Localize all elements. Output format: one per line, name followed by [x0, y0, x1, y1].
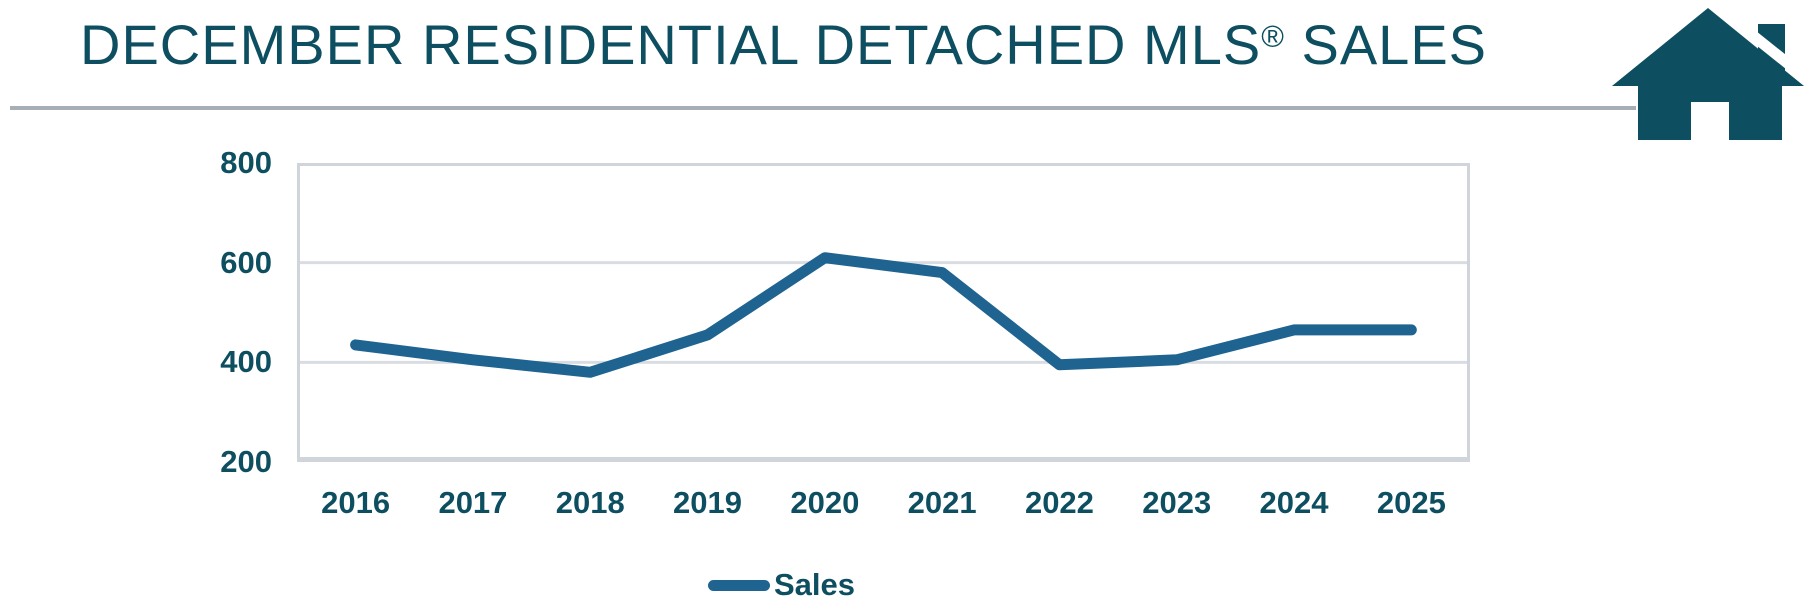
house-roof	[1612, 8, 1804, 86]
x-tick-label: 2022	[1024, 485, 1094, 520]
x-tick-label: 2023	[1142, 485, 1212, 520]
house-roof-gap	[1712, 8, 1808, 83]
legend-label: Sales	[774, 567, 856, 602]
house-door	[1691, 102, 1729, 140]
x-tick-label: 2024	[1259, 485, 1329, 520]
chart-title-text: DECEMBER RESIDENTIAL DETACHED MLS	[80, 13, 1262, 76]
x-tick-label: 2020	[790, 485, 860, 520]
y-tick-label: 600	[220, 244, 272, 280]
chart-title-suffix: SALES	[1284, 13, 1488, 76]
x-tick-label: 2019	[673, 485, 743, 520]
x-tick-label: 2018	[555, 485, 625, 520]
house-icon	[1612, 8, 1808, 140]
y-tick-label: 400	[220, 344, 272, 380]
title-divider	[10, 106, 1636, 110]
x-tick-label: 2016	[321, 485, 391, 520]
x-tick-label: 2021	[907, 485, 977, 520]
x-tick-label: 2017	[438, 485, 508, 520]
legend: Sales	[708, 566, 855, 604]
y-tick-label: 800	[220, 145, 272, 180]
chart-title: DECEMBER RESIDENTIAL DETACHED MLS® SALES	[80, 12, 1487, 77]
plot-area	[297, 163, 1470, 462]
series-line-sales	[350, 252, 1417, 378]
registered-trademark-symbol: ®	[1261, 19, 1285, 55]
plot-frame	[297, 163, 1470, 462]
x-tick-label: 2025	[1376, 485, 1446, 520]
y-tick-label: 200	[220, 444, 272, 479]
legend-line-swatch	[708, 579, 770, 591]
